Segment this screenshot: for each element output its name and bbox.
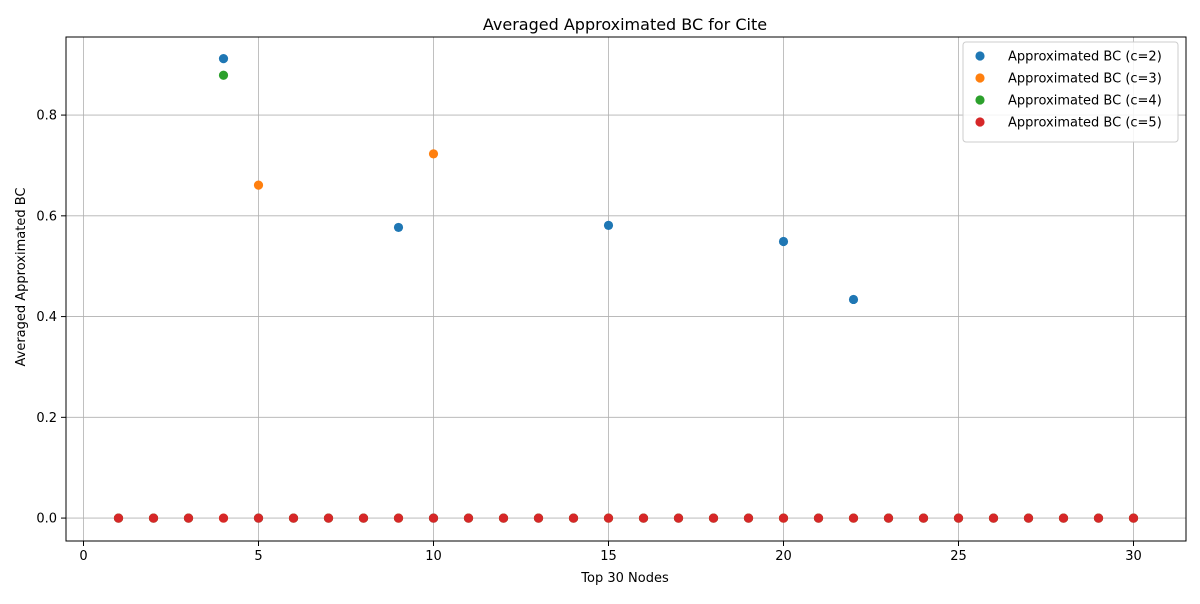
- data-point: [218, 54, 229, 64]
- data-point: [358, 513, 369, 523]
- data-point: [288, 513, 299, 523]
- legend-label: Approximated BC (c=5): [1008, 116, 1162, 131]
- data-point: [113, 513, 124, 523]
- legend-marker: [975, 95, 985, 105]
- data-point: [323, 513, 334, 523]
- data-point: [183, 513, 194, 523]
- data-point: [1023, 513, 1034, 523]
- data-point: [603, 513, 614, 523]
- data-point: [498, 513, 509, 523]
- plot-frame: [65, 36, 1187, 542]
- data-point: [988, 513, 999, 523]
- data-point: [533, 513, 544, 523]
- data-point: [778, 236, 789, 247]
- data-point: [673, 513, 684, 523]
- legend-label: Approximated BC (c=3): [1008, 72, 1162, 87]
- x-tick-label: 5: [254, 549, 262, 564]
- data-point: [778, 513, 789, 523]
- x-tick-label: 20: [775, 549, 792, 564]
- data-point: [218, 513, 229, 523]
- data-point: [848, 294, 859, 305]
- legend-box: [962, 41, 1179, 143]
- x-tick-label: 15: [600, 549, 617, 564]
- y-tick-label: 0.0: [36, 512, 57, 527]
- data-point: [428, 149, 439, 159]
- data-point: [428, 513, 439, 523]
- x-tick-label: 0: [79, 549, 87, 564]
- grid-lines: [66, 37, 1186, 541]
- data-point: [393, 513, 404, 523]
- data-point: [463, 513, 474, 523]
- legend-label: Approximated BC (c=4): [1008, 94, 1162, 109]
- x-axis-label: Top 30 Nodes: [580, 571, 669, 586]
- x-tick-label: 30: [1125, 549, 1142, 564]
- data-point: [743, 513, 754, 523]
- legend: Approximated BC (c=2) Approximated BC (c=…: [962, 41, 1179, 143]
- y-tick-label: 0.2: [36, 411, 57, 426]
- y-tick-label: 0.8: [36, 109, 57, 124]
- y-tick-label: 0.6: [36, 209, 57, 224]
- x-tick-label: 10: [425, 549, 442, 564]
- data-point: [708, 513, 719, 523]
- data-point: [953, 513, 964, 523]
- data-point: [218, 70, 229, 80]
- data-point: [883, 513, 894, 523]
- y-tick-label: 0.4: [36, 310, 57, 325]
- data-point: [1093, 513, 1104, 523]
- legend-marker: [975, 117, 985, 127]
- data-points: [113, 54, 1139, 523]
- data-point: [568, 513, 579, 523]
- chart-title: Averaged Approximated BC for Cite: [483, 15, 767, 34]
- y-axis-label: Averaged Approximated BC: [14, 188, 29, 367]
- legend-marker: [975, 51, 985, 61]
- data-point: [1058, 513, 1069, 523]
- data-point: [253, 180, 264, 190]
- legend-marker: [975, 73, 985, 83]
- data-point: [918, 513, 929, 523]
- data-point: [393, 222, 404, 233]
- x-tick-label: 25: [950, 549, 967, 564]
- data-point: [148, 513, 159, 523]
- data-point: [638, 513, 649, 523]
- data-point: [1128, 513, 1139, 523]
- axis-ticks: 0 5 10 15 20 25 30 0.0 0.2 0.4 0.6 0.8: [36, 109, 1141, 564]
- data-point: [603, 220, 614, 231]
- legend-label: Approximated BC (c=2): [1008, 50, 1162, 65]
- data-point: [848, 513, 859, 523]
- data-point: [813, 513, 824, 523]
- data-point: [253, 513, 264, 523]
